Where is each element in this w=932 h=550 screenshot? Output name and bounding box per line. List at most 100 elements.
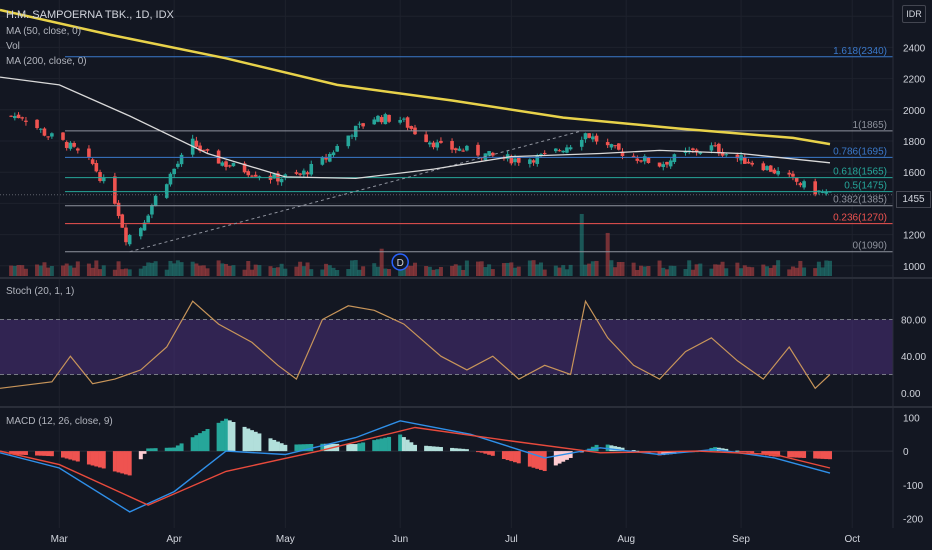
- candle-body[interactable]: [605, 142, 610, 146]
- candle-body[interactable]: [242, 163, 247, 173]
- candle-body[interactable]: [531, 160, 536, 163]
- stoch-line[interactable]: [0, 299, 831, 390]
- candle-body[interactable]: [35, 119, 39, 129]
- candle-body[interactable]: [528, 159, 532, 164]
- candle-body[interactable]: [583, 133, 588, 140]
- candle-body[interactable]: [150, 205, 154, 215]
- candle-body[interactable]: [617, 143, 621, 150]
- candle-body[interactable]: [176, 163, 180, 167]
- candle-body[interactable]: [361, 123, 365, 127]
- candle-body[interactable]: [309, 163, 314, 175]
- candle-body[interactable]: [101, 177, 106, 182]
- ma200-line[interactable]: [0, 8, 831, 146]
- candle-body[interactable]: [491, 152, 495, 156]
- candle-body[interactable]: [164, 184, 169, 198]
- ma200-legend[interactable]: MA (200, close, 0): [6, 56, 87, 67]
- candle-body[interactable]: [298, 173, 302, 175]
- candle-body[interactable]: [24, 120, 28, 122]
- candle-body[interactable]: [646, 157, 651, 163]
- candle-body[interactable]: [450, 140, 454, 150]
- macd-pane[interactable]: [0, 418, 893, 513]
- candle-body[interactable]: [639, 160, 643, 162]
- candle-body[interactable]: [246, 171, 251, 176]
- candle-body[interactable]: [250, 175, 254, 177]
- candle-body[interactable]: [179, 154, 184, 165]
- candle-body[interactable]: [142, 222, 147, 231]
- candle-body[interactable]: [387, 114, 391, 122]
- candle-body[interactable]: [405, 117, 410, 128]
- candle-body[interactable]: [561, 150, 566, 153]
- candle-body[interactable]: [146, 215, 151, 223]
- candle-body[interactable]: [113, 176, 117, 204]
- stoch-pane[interactable]: [0, 299, 893, 390]
- candle-body[interactable]: [631, 155, 636, 157]
- candle-body[interactable]: [205, 149, 210, 151]
- candle-body[interactable]: [168, 173, 173, 185]
- candle-body[interactable]: [435, 142, 440, 148]
- candle-body[interactable]: [372, 119, 377, 125]
- candle-body[interactable]: [353, 125, 358, 138]
- candle-body[interactable]: [294, 172, 299, 174]
- candle-body[interactable]: [579, 139, 584, 147]
- candle-body[interactable]: [257, 176, 262, 178]
- candle-body[interactable]: [668, 160, 673, 167]
- candle-body[interactable]: [587, 133, 591, 138]
- candle-body[interactable]: [820, 191, 825, 193]
- candle-body[interactable]: [709, 145, 714, 151]
- candle-body[interactable]: [746, 161, 751, 164]
- candle-body[interactable]: [824, 192, 829, 194]
- candle-body[interactable]: [120, 214, 125, 228]
- candle-body[interactable]: [194, 140, 199, 147]
- candle-body[interactable]: [591, 136, 595, 140]
- candle-body[interactable]: [453, 148, 458, 151]
- candle-body[interactable]: [64, 141, 69, 148]
- candle-body[interactable]: [76, 148, 80, 151]
- candle-body[interactable]: [324, 157, 328, 160]
- candle-body[interactable]: [798, 183, 803, 186]
- candle-body[interactable]: [557, 150, 562, 152]
- candle-body[interactable]: [220, 162, 225, 166]
- candle-body[interactable]: [68, 142, 73, 149]
- candle-body[interactable]: [694, 149, 699, 153]
- macd-legend[interactable]: MACD (12, 26, close, 9): [6, 416, 113, 427]
- candle-body[interactable]: [398, 119, 402, 123]
- candle-body[interactable]: [331, 152, 336, 156]
- candle-body[interactable]: [94, 163, 99, 172]
- candle-body[interactable]: [609, 144, 614, 148]
- dividend-badge[interactable]: [391, 253, 409, 271]
- volume-legend[interactable]: Vol: [6, 41, 20, 52]
- currency-badge[interactable]: IDR: [902, 5, 926, 23]
- candle-body[interactable]: [357, 123, 362, 125]
- candle-body[interactable]: [461, 150, 465, 152]
- candle-body[interactable]: [761, 163, 766, 171]
- candle-body[interactable]: [227, 165, 232, 167]
- candle-body[interactable]: [424, 134, 428, 143]
- stoch-legend[interactable]: Stoch (20, 1, 1): [6, 286, 75, 297]
- candle-body[interactable]: [46, 136, 50, 138]
- candle-body[interactable]: [16, 114, 21, 119]
- candle-body[interactable]: [713, 145, 717, 147]
- candle-body[interactable]: [90, 159, 95, 164]
- candle-body[interactable]: [568, 147, 573, 150]
- candle-body[interactable]: [253, 174, 258, 177]
- candle-body[interactable]: [735, 154, 740, 159]
- candle-body[interactable]: [772, 169, 777, 174]
- candle-body[interactable]: [691, 148, 695, 151]
- candle-body[interactable]: [776, 170, 780, 175]
- candle-body[interactable]: [346, 135, 351, 147]
- candle-body[interactable]: [172, 168, 176, 175]
- candle-body[interactable]: [720, 152, 725, 156]
- candle-body[interactable]: [539, 154, 543, 156]
- candle-body[interactable]: [376, 115, 380, 122]
- candle-body[interactable]: [302, 170, 306, 175]
- candle-body[interactable]: [116, 202, 121, 216]
- candle-body[interactable]: [487, 151, 491, 156]
- candle-body[interactable]: [72, 142, 76, 147]
- candle-body[interactable]: [439, 140, 443, 143]
- candle-body[interactable]: [802, 181, 806, 188]
- candle-body[interactable]: [513, 158, 517, 163]
- candle-body[interactable]: [661, 164, 666, 167]
- candle-body[interactable]: [127, 235, 132, 245]
- candle-body[interactable]: [765, 166, 769, 170]
